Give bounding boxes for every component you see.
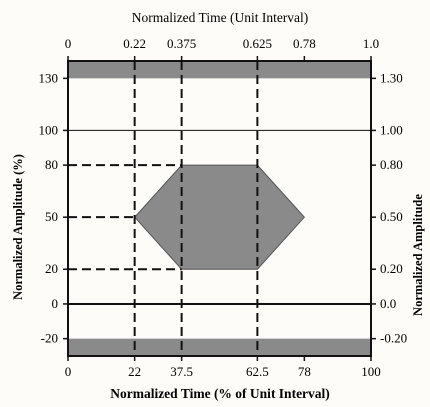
bottom-tick-label: 100	[361, 364, 381, 379]
upper-keepout-band	[68, 61, 371, 79]
bottom-tick-label: 62.5	[246, 364, 269, 379]
right-tick-label: 0.50	[380, 209, 403, 224]
plot-frame	[67, 60, 372, 357]
bottom-tick-label: 78	[298, 364, 311, 379]
right-tick-label: 1.00	[380, 122, 403, 137]
left-tick-label: 100	[39, 122, 59, 137]
plot-area: 0 0.22 0.375 0.625 0.78 1.00 22 37.5 62.5 78 10013…	[39, 36, 408, 379]
left-tick-label: -20	[41, 331, 58, 346]
left-tick-label: 20	[45, 261, 58, 276]
right-tick-label: -0.20	[380, 331, 407, 346]
right-tick-label: 0.20	[380, 261, 403, 276]
top-tick-label: 0.78	[293, 36, 316, 51]
top-tick-label: 0	[65, 36, 72, 51]
left-tick-label: 130	[39, 70, 59, 85]
top-tick-label: 0.375	[167, 36, 196, 51]
left-tick-label: 0	[52, 296, 59, 311]
left-tick-label: 80	[45, 157, 58, 172]
eye-mask-hexagon	[133, 164, 306, 270]
lower-keepout-band	[68, 338, 371, 356]
bottom-tick-label: 37.5	[170, 364, 193, 379]
top-tick-label: 1.0	[363, 36, 379, 51]
right-tick-label: 0.0	[380, 296, 396, 311]
top-tick-label: 0.22	[123, 36, 146, 51]
left-axis-title: Normalized Amplitude (%)	[11, 154, 25, 300]
top-axis-title: Normalized Time (Unit Interval)	[132, 10, 309, 25]
bottom-tick-label: 22	[128, 364, 141, 379]
bottom-axis-title: Normalized Time (% of Unit Interval)	[110, 386, 330, 401]
right-tick-label: 1.30	[380, 70, 403, 85]
top-tick-label: 0.625	[243, 36, 272, 51]
left-tick-label: 50	[45, 209, 58, 224]
right-tick-label: 0.80	[380, 157, 403, 172]
bottom-tick-label: 0	[65, 364, 72, 379]
right-axis-title: Normalized Amplitude	[411, 194, 425, 316]
